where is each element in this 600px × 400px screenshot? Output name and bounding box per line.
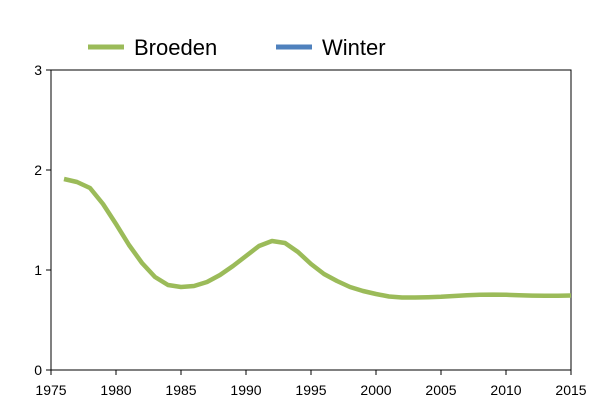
y-axis-ticks: 0 1 2 3 <box>34 62 51 378</box>
x-tick-label: 1980 <box>100 382 131 398</box>
x-axis-ticks: 1975 1980 1985 1990 1995 2000 2005 2010 2015 <box>35 370 587 398</box>
x-tick-label: 2010 <box>490 382 521 398</box>
y-tick-label: 3 <box>34 62 42 78</box>
legend-label: Winter <box>322 35 386 60</box>
series-layer <box>63 176 572 300</box>
x-tick-label: 1975 <box>35 382 66 398</box>
x-tick-label: 1985 <box>165 382 196 398</box>
plot-frame <box>50 69 572 371</box>
axes <box>50 69 572 371</box>
series-line-broeden <box>63 176 572 300</box>
legend-label: Broeden <box>134 35 217 60</box>
x-tick-label: 1995 <box>295 382 326 398</box>
legend: Broeden Winter <box>88 35 386 60</box>
x-tick-label: 1990 <box>230 382 261 398</box>
x-tick-label: 2005 <box>425 382 456 398</box>
y-tick-label: 2 <box>34 162 42 178</box>
legend-item-broeden: Broeden <box>88 35 217 60</box>
x-tick-label: 2015 <box>555 382 586 398</box>
y-tick-label: 1 <box>34 262 42 278</box>
x-tick-label: 2000 <box>360 382 391 398</box>
y-tick-label: 0 <box>34 362 42 378</box>
legend-item-winter: Winter <box>276 35 386 60</box>
